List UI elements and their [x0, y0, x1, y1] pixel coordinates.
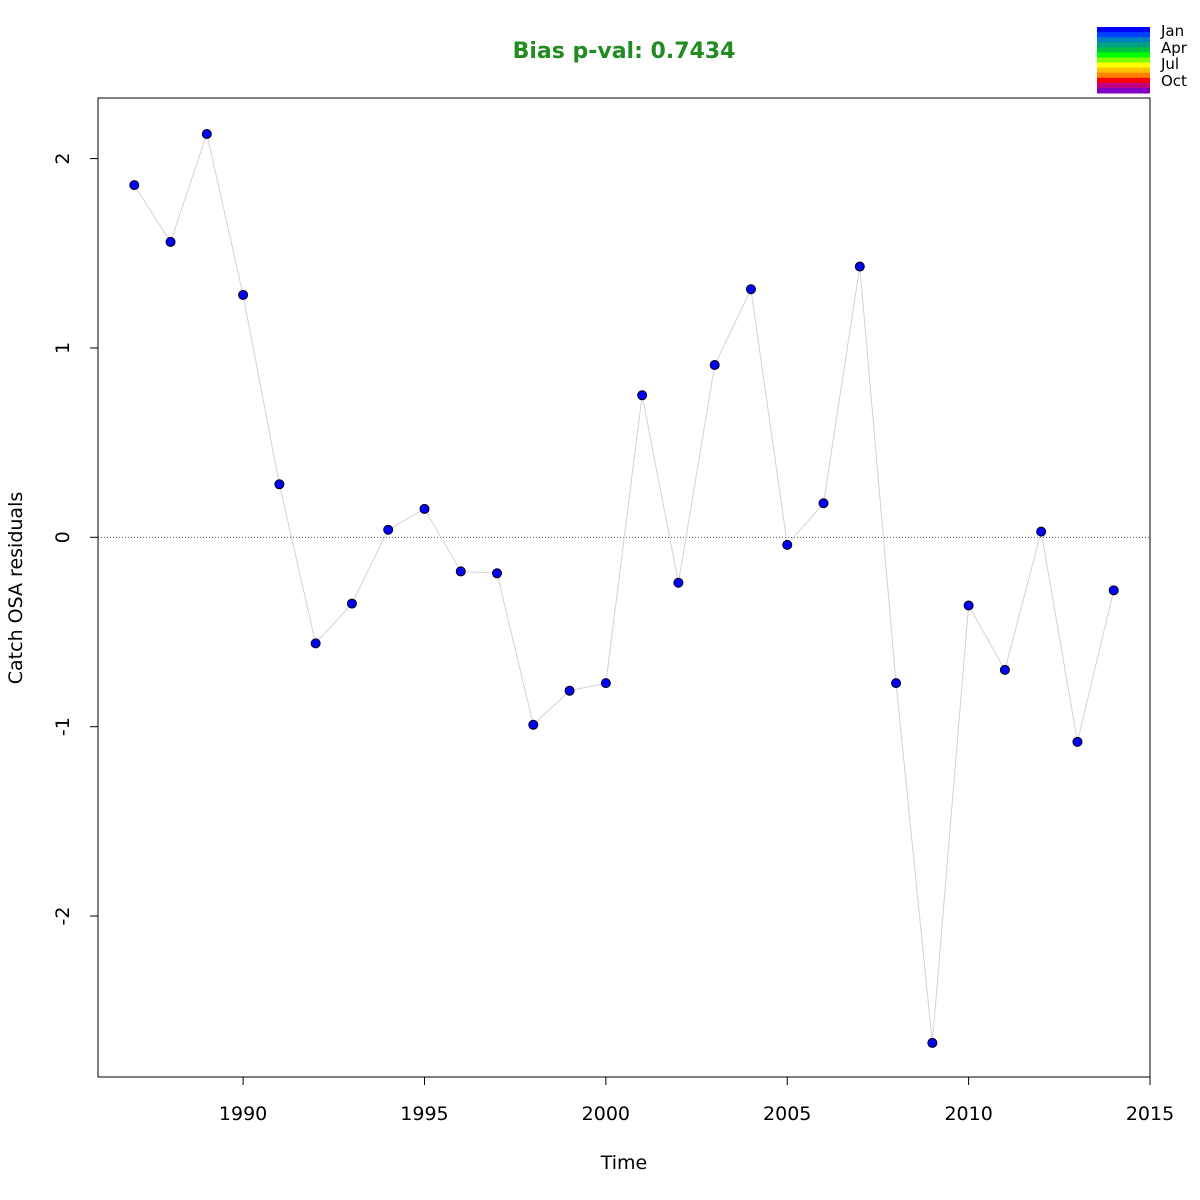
- legend-label-apr: Apr: [1161, 39, 1188, 57]
- data-points: [129, 128, 1119, 1048]
- legend-label-jan: Jan: [1160, 22, 1184, 40]
- legend-swatch: [1097, 52, 1150, 58]
- data-point: [818, 498, 829, 509]
- legend-swatch: [1097, 57, 1150, 64]
- data-point: [999, 664, 1010, 675]
- data-point: [238, 289, 249, 300]
- x-tick-label: 2000: [582, 1103, 630, 1125]
- data-point: [745, 284, 756, 295]
- legend-swatch: [1097, 37, 1150, 43]
- data-point: [564, 685, 575, 696]
- data-point: [129, 180, 140, 191]
- legend-swatch: [1097, 47, 1150, 53]
- y-tick-label: -2: [52, 907, 74, 926]
- data-point: [274, 479, 285, 490]
- data-point: [673, 577, 684, 588]
- x-tick-label: 1990: [219, 1103, 267, 1125]
- x-tick-label: 2005: [763, 1103, 811, 1125]
- legend-swatch: [1097, 32, 1150, 38]
- legend-swatch: [1097, 67, 1150, 74]
- data-point: [1072, 736, 1083, 747]
- legend-color-bar: [1097, 27, 1150, 94]
- chart-title: Bias p-val: 0.7434: [513, 39, 736, 64]
- data-point: [346, 598, 357, 609]
- data-point: [963, 600, 974, 611]
- data-point: [492, 568, 503, 579]
- plot-area-frame: [97, 97, 1151, 1078]
- x-axis: 1990 1995 2000 2005 2010 2015: [219, 1076, 1174, 1125]
- legend-swatch: [1097, 27, 1150, 33]
- x-tick-label: 1995: [400, 1103, 448, 1125]
- y-tick-label: 2: [52, 153, 74, 165]
- data-point: [1108, 585, 1119, 596]
- y-tick-label: 0: [52, 531, 74, 543]
- series-line: [133, 132, 1115, 1043]
- data-point: [600, 678, 611, 689]
- legend-swatch: [1097, 77, 1150, 84]
- data-point: [709, 360, 720, 370]
- legend-label-oct: Oct: [1161, 72, 1187, 90]
- x-tick-label: 2010: [944, 1103, 992, 1125]
- data-point: [165, 236, 176, 247]
- data-point: [383, 524, 394, 535]
- data-point: [854, 261, 865, 272]
- legend-swatch: [1097, 82, 1150, 89]
- y-tick-label: -1: [52, 717, 74, 736]
- y-tick-label: 1: [52, 342, 74, 354]
- y-axis: -2 -1 0 1 2: [52, 153, 99, 926]
- legend-swatch: [1097, 72, 1150, 79]
- data-point: [528, 719, 539, 730]
- y-axis-label: Catch OSA residuals: [5, 492, 27, 684]
- data-point: [927, 1037, 938, 1048]
- legend-swatch: [1097, 42, 1150, 48]
- data-point: [455, 566, 466, 577]
- data-point: [782, 539, 793, 550]
- data-point: [201, 128, 212, 139]
- legend-swatch: [1097, 62, 1150, 69]
- data-point: [891, 678, 902, 689]
- data-point: [419, 503, 430, 514]
- x-tick-label: 2015: [1126, 1103, 1174, 1125]
- legend-swatch: [1097, 87, 1150, 94]
- data-point: [310, 638, 321, 649]
- legend-label-jul: Jul: [1160, 55, 1179, 73]
- legend: Jan Apr Jul Oct: [1097, 22, 1188, 94]
- x-axis-label: Time: [600, 1152, 648, 1174]
- data-point: [637, 390, 648, 401]
- data-point: [1036, 526, 1047, 537]
